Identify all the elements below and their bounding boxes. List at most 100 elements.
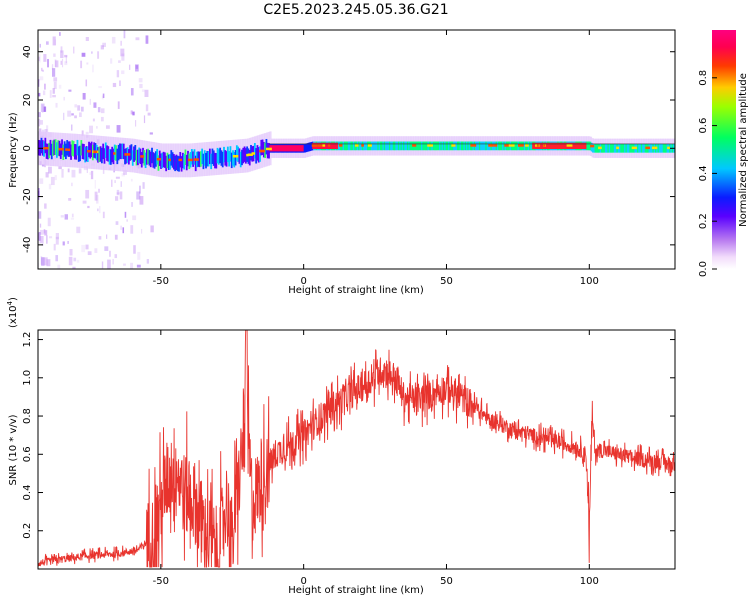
spectrogram-core-cell: [124, 148, 126, 165]
spectrogram-peak-dot: [518, 144, 524, 147]
spectrogram-core-cell: [73, 144, 76, 160]
spectrogram-core-cell: [198, 151, 201, 168]
spectrogram-noise-cell: [42, 69, 44, 72]
spectrogram-noise-cell: [55, 255, 59, 262]
spectrogram-core-cell: [444, 141, 446, 151]
spectrogram-noise-cell: [60, 50, 64, 59]
spectrogram-core-cell: [211, 148, 214, 165]
spectrogram-noise-cell: [144, 89, 149, 97]
spectrogram-core-cell: [649, 143, 652, 153]
spectrogram-peak-dot: [265, 147, 272, 151]
spectrogram-core-cell: [235, 145, 238, 161]
spectrogram-noise-cell: [70, 217, 75, 220]
spectrogram-core-cell: [250, 144, 252, 161]
spectrogram-noise-cell: [64, 54, 68, 58]
spectrogram-core-cell: [88, 141, 90, 158]
spectrogram-noise-cell: [38, 79, 40, 87]
spectrogram-noise-cell: [89, 172, 91, 175]
snr-y-label: SNR (10 * v/v): [8, 414, 19, 485]
spectrogram-core-cell: [593, 143, 596, 153]
spectrogram-core-cell: [145, 149, 148, 165]
spectrogram-noise-cell: [67, 240, 69, 244]
spectrogram-core-cell: [499, 141, 502, 151]
spectrogram-core-cell: [391, 141, 394, 151]
spectrogram-core-cell: [628, 143, 630, 153]
spectrogram-noise-cell: [47, 59, 49, 68]
spectrogram-core-cell: [516, 141, 518, 151]
spectrogram-core-cell: [190, 149, 193, 165]
spectrogram-peak-dot: [246, 153, 249, 157]
spectrogram-core-cell: [90, 141, 93, 158]
spectrogram-noise-cell: [72, 266, 76, 269]
spectrogram-noise-cell: [52, 87, 55, 94]
spectrogram-core-cell: [440, 141, 443, 151]
spectrogram-core-cell: [184, 149, 187, 165]
spectrogram-noise-cell: [77, 105, 81, 111]
spectrogram-noise-cell: [145, 104, 149, 112]
spectrogram-noise-cell: [39, 229, 44, 235]
spectrogram-noise-cell: [122, 227, 125, 234]
spectrogram-core-cell: [376, 141, 378, 151]
spectrogram-core-cell: [44, 137, 47, 154]
spectrogram-noise-cell: [71, 124, 73, 131]
spectrogram-core-cell: [50, 143, 53, 160]
spectrogram-noise-cell: [101, 95, 104, 100]
spectrogram-noise-cell: [85, 189, 90, 199]
spectrogram-core-cell: [207, 151, 210, 167]
spectrogram-y-tick-label: 0: [22, 145, 33, 151]
spectrogram-noise-cell: [92, 64, 94, 73]
spectrogram-noise-cell: [57, 264, 61, 269]
spectrogram-core-cell: [372, 141, 375, 151]
spectrogram-core-cell: [243, 146, 246, 162]
spectrogram-core-cell: [606, 143, 608, 153]
spectrogram-core-cell: [664, 143, 666, 153]
snr-y-tick-label: 1.2: [22, 332, 33, 348]
spectrogram-core-cell: [241, 149, 243, 166]
spectrogram-core-cell: [382, 141, 385, 151]
spectrogram-core-cell: [406, 141, 409, 151]
spectrogram-peak-dot: [65, 148, 68, 151]
spectrogram-noise-cell: [38, 118, 41, 127]
spectrogram-noise-cell: [48, 166, 52, 174]
spectrogram-peak-dot: [251, 152, 256, 155]
spectrogram-noise-cell: [102, 42, 106, 47]
spectrogram-core-cell: [464, 141, 467, 151]
spectrogram-peak-dot: [412, 144, 417, 147]
spectrogram-core-cell: [111, 146, 114, 163]
spectrogram-noise-cell: [141, 228, 143, 234]
spectrogram-peak-dot: [427, 144, 433, 147]
spectrogram-noise-cell: [38, 232, 41, 241]
spectrogram-core-cell: [640, 143, 643, 153]
spectrogram-core-cell: [381, 141, 384, 151]
spectrogram-noise-cell: [47, 217, 51, 227]
spectrogram-noise-cell: [112, 258, 114, 265]
spectrogram-noise-cell: [86, 62, 89, 65]
spectrogram-noise-cell: [39, 223, 42, 228]
spectrogram-noise-cell: [45, 235, 48, 244]
spectrogram-core-cell: [38, 139, 40, 156]
spectrogram-noise-cell: [60, 60, 62, 65]
spectrogram-core-cell: [397, 141, 400, 151]
spectrogram-core-cell: [514, 141, 517, 151]
spectrogram-core-cell: [234, 150, 237, 166]
spectrogram-core-cell: [217, 149, 220, 165]
spectrogram-core-cell: [476, 141, 479, 151]
spectrogram-core-cell: [467, 141, 470, 151]
spectrogram-noise-cell: [116, 192, 120, 195]
spectrogram-core-cell: [61, 139, 63, 155]
snr-panel: -50 0 50 100 0.2 0.4 0.6 0.8 1.0 1.2 Height of s…: [6, 297, 676, 596]
colorbar-ticks: 0.0 0.2 0.4 0.6 0.8: [698, 70, 717, 277]
spectrogram-noise-cell: [62, 241, 65, 246]
spectrogram-core-cell: [162, 151, 165, 168]
spectrogram-noise-cell: [94, 248, 98, 253]
spectrogram-noise-cell: [79, 112, 82, 118]
spectrogram-noise-cell: [145, 35, 149, 44]
spectrogram-core-cell: [260, 139, 263, 156]
spectrogram-noise-cell: [98, 86, 102, 89]
spectrogram-core-cell: [419, 141, 422, 151]
spectrogram-core-cell: [608, 143, 611, 153]
spectrogram-core-cell: [386, 141, 389, 151]
spectrogram-core-cell: [79, 145, 81, 162]
spectrogram-noise-cell: [139, 185, 141, 194]
